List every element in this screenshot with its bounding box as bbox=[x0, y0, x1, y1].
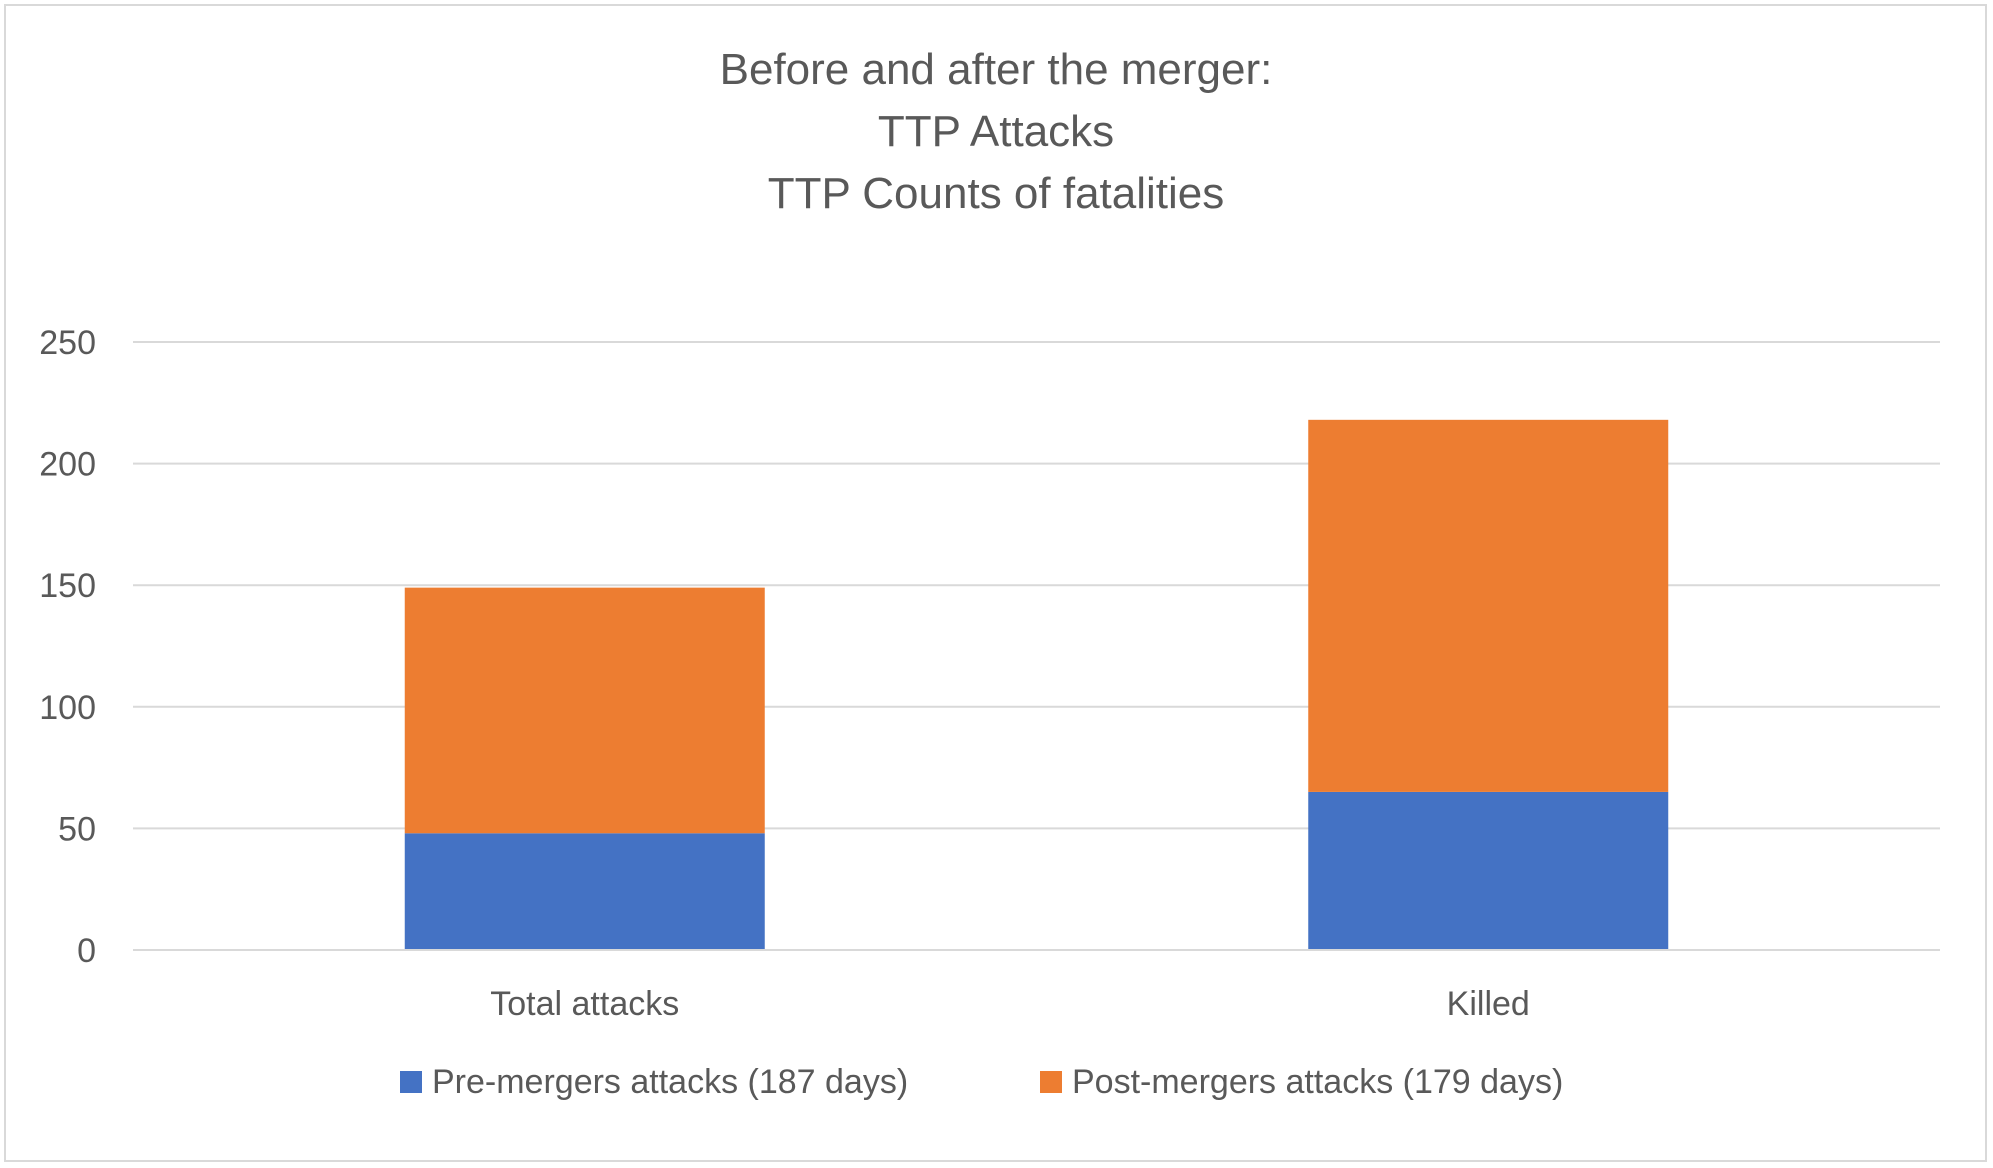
y-tick-label: 0 bbox=[77, 932, 96, 970]
y-tick-label: 200 bbox=[39, 446, 96, 484]
y-tick-label: 250 bbox=[39, 324, 96, 362]
y-axis-tick-labels: 0 50 100 150 200 250 bbox=[39, 324, 96, 970]
x-category-label: Total attacks bbox=[490, 985, 679, 1023]
y-tick-label: 100 bbox=[39, 689, 96, 727]
chart-title: Before and after the merger: TTP Attacks… bbox=[720, 45, 1273, 218]
x-axis-category-labels: Total attacks Killed bbox=[490, 985, 1530, 1023]
legend-label: Pre-mergers attacks (187 days) bbox=[432, 1063, 908, 1101]
bar-segment bbox=[1308, 791, 1669, 950]
legend-swatch bbox=[1040, 1071, 1062, 1093]
legend-swatch bbox=[400, 1071, 422, 1093]
chart-title-line-3: TTP Counts of fatalities bbox=[768, 169, 1225, 218]
chart-title-line-1: Before and after the merger: bbox=[720, 45, 1273, 94]
x-category-label: Killed bbox=[1447, 985, 1530, 1023]
bar-segment bbox=[404, 587, 765, 834]
bars bbox=[404, 419, 1669, 950]
legend-label: Post-mergers attacks (179 days) bbox=[1072, 1063, 1563, 1101]
y-tick-label: 150 bbox=[39, 567, 96, 605]
chart-title-line-2: TTP Attacks bbox=[878, 107, 1114, 156]
gridlines bbox=[133, 341, 1940, 830]
bar-segment bbox=[1308, 419, 1669, 792]
y-tick-label: 50 bbox=[58, 810, 96, 848]
bar-segment bbox=[404, 833, 765, 950]
legend: Pre-mergers attacks (187 days) Post-merge… bbox=[400, 1063, 1563, 1101]
